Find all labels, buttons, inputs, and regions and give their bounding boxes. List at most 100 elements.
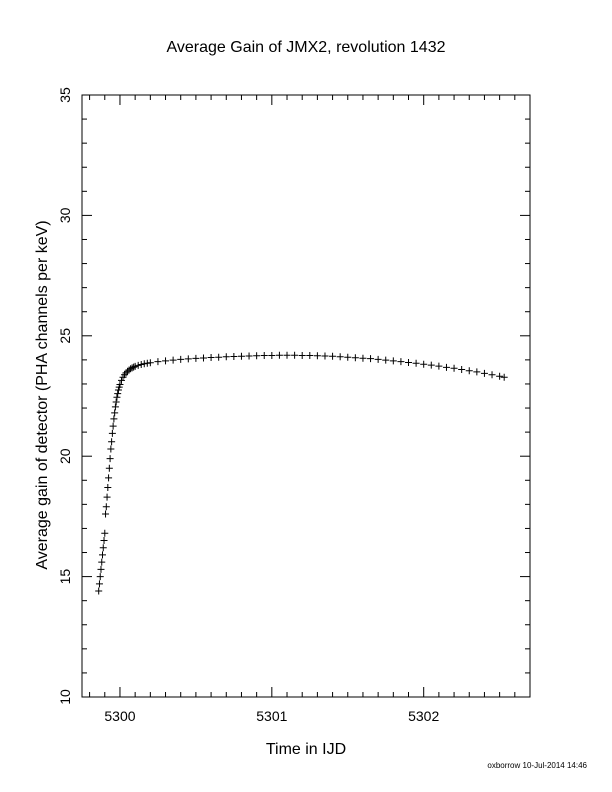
data-point	[450, 364, 458, 372]
data-point	[397, 358, 405, 366]
x-tick-label: 5302	[408, 708, 439, 724]
data-point	[222, 353, 230, 361]
tick-labels: 5300 5301 5302 10 15 20 25 30 35	[57, 87, 439, 724]
data-point	[154, 358, 162, 366]
y-axis-label: Average gain of detector (PHA channels p…	[34, 220, 51, 569]
data-point	[435, 362, 443, 370]
data-point	[117, 376, 125, 384]
data-point	[111, 409, 119, 417]
data-point	[496, 372, 504, 380]
data-point	[389, 357, 397, 365]
x-tick-label: 5301	[256, 708, 287, 724]
data-point	[500, 373, 508, 381]
data-point	[412, 359, 420, 367]
data-point	[344, 353, 352, 361]
data-point	[95, 587, 103, 595]
data-point	[99, 544, 107, 552]
plot-area	[81, 94, 531, 698]
data-point	[101, 529, 109, 537]
data-point	[108, 438, 116, 446]
data-point	[374, 355, 382, 363]
data-point	[111, 403, 119, 411]
data-point	[102, 510, 110, 518]
data-point	[306, 352, 314, 360]
data-point	[488, 371, 496, 379]
data-point	[215, 353, 223, 361]
y-tick-label: 35	[57, 87, 73, 103]
data-point	[321, 352, 329, 360]
data-point	[298, 352, 306, 360]
x-tick-label: 5300	[104, 708, 135, 724]
data-point	[107, 445, 115, 453]
data-point	[359, 354, 367, 362]
y-tick-label: 25	[57, 328, 73, 344]
data-point	[112, 398, 120, 406]
data-point	[128, 364, 136, 372]
data-point	[260, 352, 268, 360]
data-point	[127, 365, 135, 373]
data-point	[162, 357, 170, 365]
data-point	[108, 429, 116, 437]
y-tick-label: 15	[57, 569, 73, 585]
data-point	[336, 353, 344, 361]
data-point	[473, 368, 481, 376]
data-point	[95, 580, 103, 588]
data-point	[465, 367, 473, 375]
data-point	[268, 352, 276, 360]
data-point	[100, 536, 108, 544]
data-point	[110, 415, 118, 423]
data-point	[313, 352, 321, 360]
data-point	[114, 390, 122, 398]
data-point	[99, 551, 107, 559]
axis-ticks	[82, 94, 531, 698]
data-point	[113, 393, 121, 401]
y-tick-label: 10	[57, 689, 73, 705]
data-point	[245, 352, 253, 360]
data-point	[169, 356, 177, 364]
plot-border	[81, 94, 531, 698]
data-point	[458, 366, 466, 374]
data-points	[95, 351, 508, 595]
data-point	[427, 361, 435, 369]
data-point	[116, 380, 124, 388]
data-point	[291, 351, 299, 359]
data-point	[96, 573, 104, 581]
data-point	[230, 353, 238, 361]
data-point	[329, 352, 337, 360]
data-point	[106, 455, 114, 463]
data-point	[137, 360, 145, 368]
chart-title: Average Gain of JMX2, revolution 1432	[167, 39, 446, 56]
data-point	[199, 354, 207, 362]
data-point	[104, 484, 112, 492]
data-point	[134, 361, 142, 369]
data-point	[237, 352, 245, 360]
x-axis-label: Time in IJD	[266, 741, 346, 758]
data-point	[105, 464, 113, 472]
data-point	[253, 352, 261, 360]
data-point	[351, 354, 359, 362]
data-point	[382, 356, 390, 364]
data-point	[192, 354, 200, 362]
data-point	[114, 386, 122, 394]
data-point	[146, 359, 154, 367]
data-point	[105, 474, 113, 482]
data-point	[207, 353, 215, 361]
data-point	[405, 359, 413, 367]
data-point	[275, 351, 283, 359]
data-point	[97, 565, 105, 573]
data-point	[442, 363, 450, 371]
data-point	[283, 351, 291, 359]
y-tick-label: 30	[57, 207, 73, 223]
data-point	[480, 369, 488, 377]
data-point	[131, 362, 139, 370]
data-point	[122, 369, 130, 377]
data-point	[420, 360, 428, 368]
data-point	[177, 355, 185, 363]
footer-credit: oxborrow 10-Jul-2014 14:46	[487, 761, 587, 770]
data-point	[109, 422, 117, 430]
y-tick-label: 20	[57, 448, 73, 464]
data-point	[103, 493, 111, 501]
data-point	[367, 355, 375, 363]
data-point	[130, 363, 138, 371]
